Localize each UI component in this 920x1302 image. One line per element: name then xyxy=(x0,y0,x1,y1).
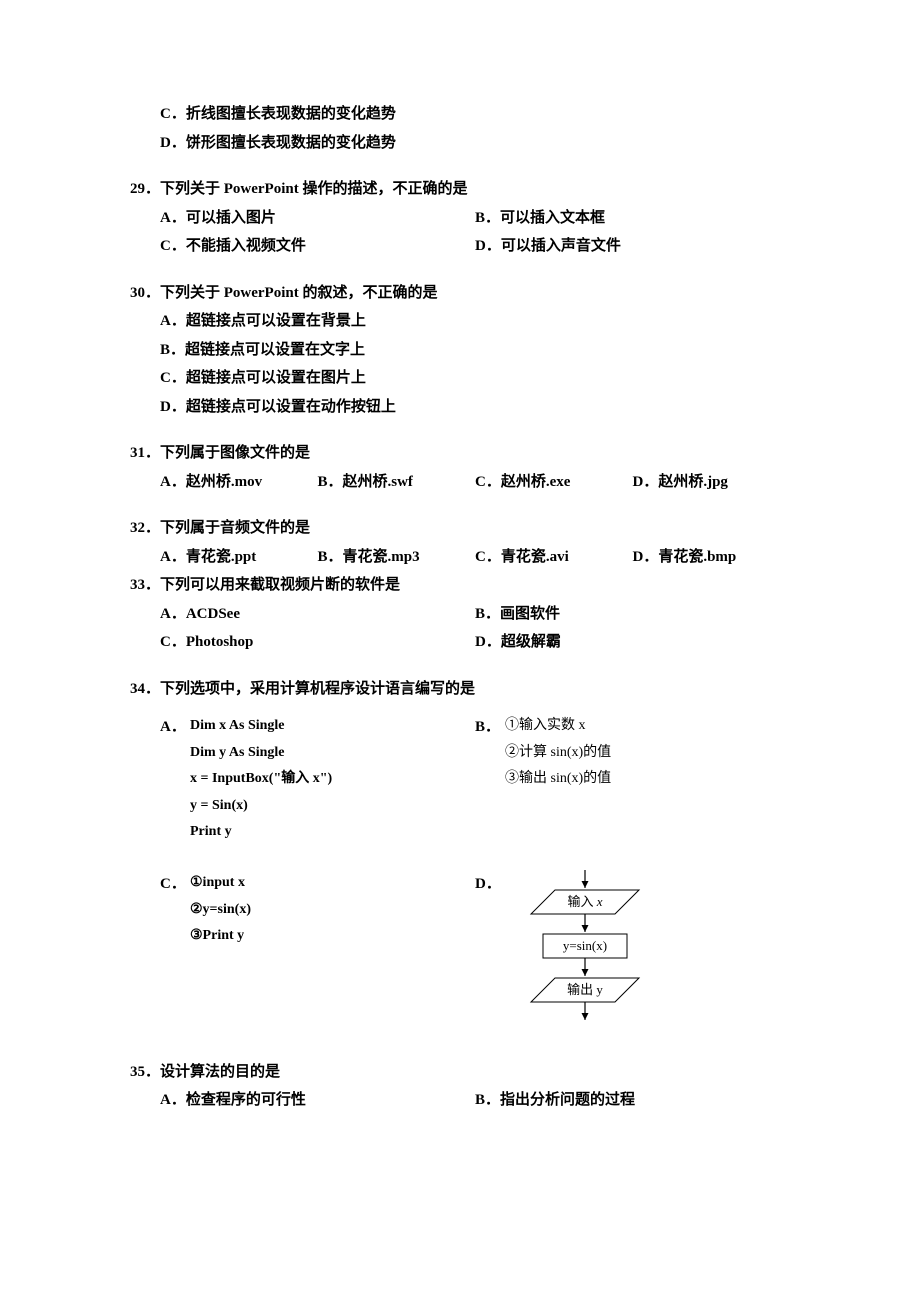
q33-option-c: C．Photoshop xyxy=(160,628,475,657)
q34-stem: 34．下列选项中，采用计算机程序设计语言编写的是 xyxy=(130,675,790,704)
q33-option-d: D．超级解霸 xyxy=(475,628,790,657)
q33-option-a: A．ACDSee xyxy=(160,600,475,629)
q30-option-a: A．超链接点可以设置在背景上 xyxy=(160,307,790,336)
q35: 35．设计算法的目的是 A．检查程序的可行性 B．指出分析问题的过程 xyxy=(130,1058,790,1115)
q32: 32．下列属于音频文件的是 A．青花瓷.ppt B．青花瓷.mp3 C．青花瓷.… xyxy=(130,514,790,571)
q35-option-b: B．指出分析问题的过程 xyxy=(475,1086,790,1115)
q31: 31．下列属于图像文件的是 A．赵州桥.mov B．赵州桥.swf C．赵州桥.… xyxy=(130,439,790,496)
q32-stem: 32．下列属于音频文件的是 xyxy=(130,514,790,543)
q34-option-b: ①输入实数 x②计算 sin(x)的值③输出 sin(x)的值 xyxy=(505,713,790,846)
q28-option-c: C．折线图擅长表现数据的变化趋势 xyxy=(160,100,790,129)
q31-option-d: D．赵州桥.jpg xyxy=(633,468,791,497)
q32-option-d: D．青花瓷.bmp xyxy=(633,543,791,572)
q30-option-d: D．超链接点可以设置在动作按钮上 xyxy=(160,393,790,422)
q33-stem: 33．下列可以用来截取视频片断的软件是 xyxy=(130,571,790,600)
q33: 33．下列可以用来截取视频片断的软件是 A．ACDSee B．画图软件 C．Ph… xyxy=(130,571,790,657)
q35-stem: 35．设计算法的目的是 xyxy=(130,1058,790,1087)
q31-option-a: A．赵州桥.mov xyxy=(160,468,318,497)
q32-option-a: A．青花瓷.ppt xyxy=(160,543,318,572)
q30-stem: 30．下列关于 PowerPoint 的叙述，不正确的是 xyxy=(130,279,790,308)
q34-label-c: C． xyxy=(160,870,190,1040)
q29-option-c: C．不能插入视频文件 xyxy=(160,232,475,261)
q34-label-d: D． xyxy=(475,870,505,1040)
q33-option-b: B．画图软件 xyxy=(475,600,790,629)
q31-stem: 31．下列属于图像文件的是 xyxy=(130,439,790,468)
q30-option-c: C．超链接点可以设置在图片上 xyxy=(160,364,790,393)
q34-label-b: B． xyxy=(475,713,505,846)
q34-option-c: ①input x②y=sin(x)③Print y xyxy=(190,870,475,1040)
q32-option-b: B．青花瓷.mp3 xyxy=(318,543,476,572)
q29-option-a: A．可以插入图片 xyxy=(160,204,475,233)
q29: 29．下列关于 PowerPoint 操作的描述，不正确的是 A．可以插入图片 … xyxy=(130,175,790,261)
flowchart-svg: 输入 x y=sin(x) 输出 y xyxy=(505,870,665,1040)
q34-label-a: A． xyxy=(160,713,190,846)
q28-options-tail: C．折线图擅长表现数据的变化趋势 D．饼形图擅长表现数据的变化趋势 xyxy=(160,100,790,157)
q29-option-d: D．可以插入声音文件 xyxy=(475,232,790,261)
q31-option-b: B．赵州桥.swf xyxy=(318,468,476,497)
q34: 34．下列选项中，采用计算机程序设计语言编写的是 A． Dim x As Sin… xyxy=(130,675,790,1040)
q28-option-d: D．饼形图擅长表现数据的变化趋势 xyxy=(160,129,790,158)
q34-option-d-flowchart: 输入 x y=sin(x) 输出 y xyxy=(505,870,790,1040)
q30-option-b: B．超链接点可以设置在文字上 xyxy=(160,336,790,365)
q32-option-c: C．青花瓷.avi xyxy=(475,543,633,572)
q35-option-a: A．检查程序的可行性 xyxy=(160,1086,475,1115)
svg-text:输出 y: 输出 y xyxy=(567,982,603,997)
svg-text:输入 x: 输入 x xyxy=(567,894,602,909)
svg-text:y=sin(x): y=sin(x) xyxy=(563,938,607,953)
q30: 30．下列关于 PowerPoint 的叙述，不正确的是 A．超链接点可以设置在… xyxy=(130,279,790,422)
q29-option-b: B．可以插入文本框 xyxy=(475,204,790,233)
q34-option-a: Dim x As SingleDim y As Singlex = InputB… xyxy=(190,713,475,846)
q29-stem: 29．下列关于 PowerPoint 操作的描述，不正确的是 xyxy=(130,175,790,204)
q31-option-c: C．赵州桥.exe xyxy=(475,468,633,497)
